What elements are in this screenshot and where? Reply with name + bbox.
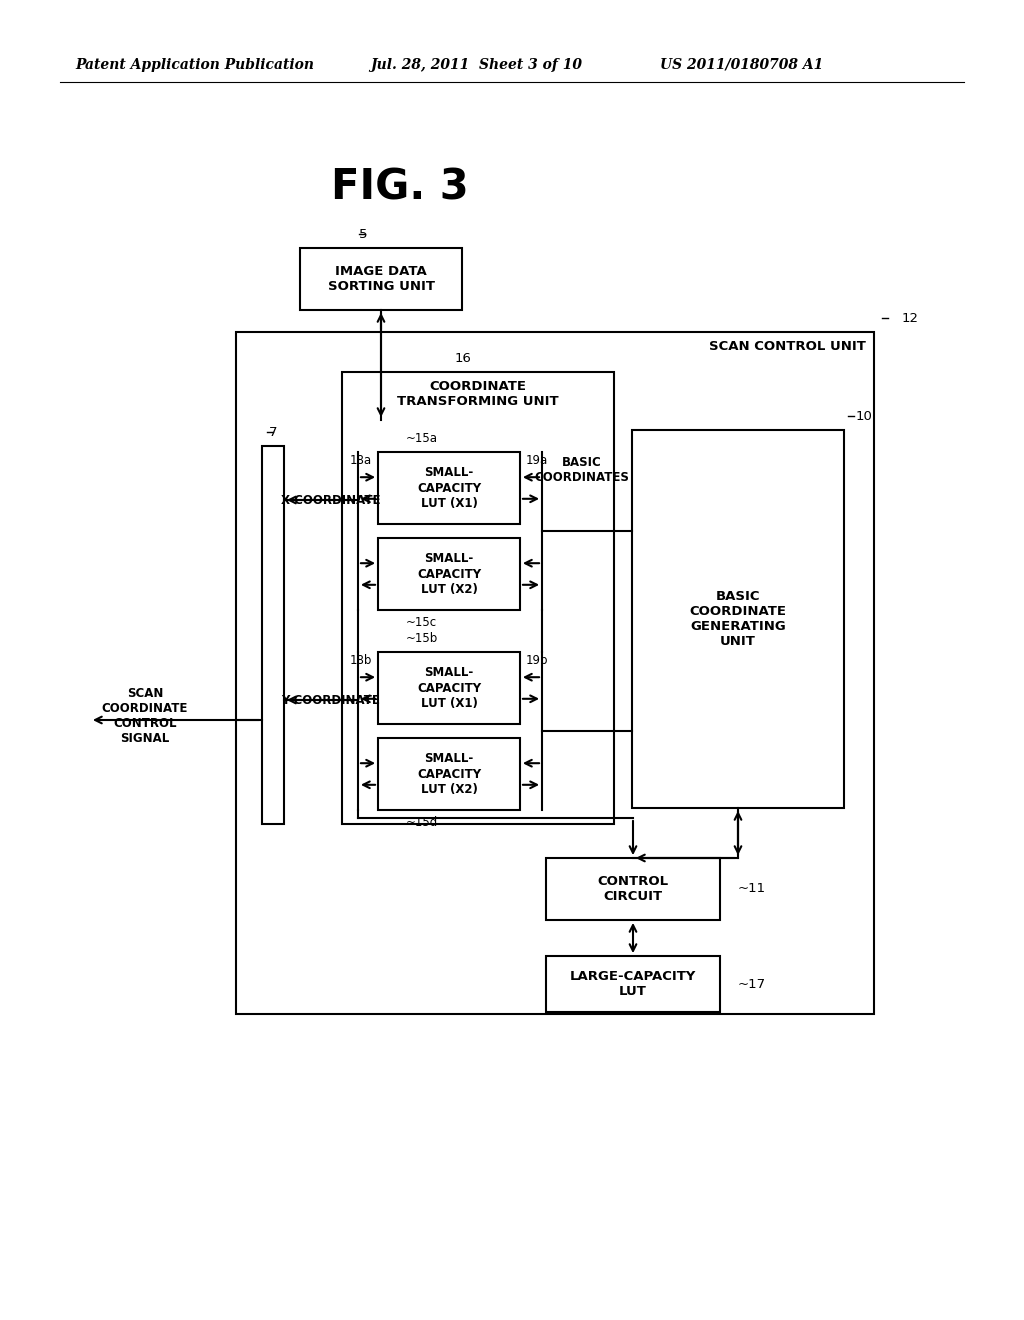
Text: 10: 10 <box>856 409 872 422</box>
Text: Y COORDINATE: Y COORDINATE <box>282 693 381 706</box>
Text: SMALL-
CAPACITY
LUT (X2): SMALL- CAPACITY LUT (X2) <box>417 752 481 796</box>
Text: 18a: 18a <box>350 454 372 466</box>
Text: 16: 16 <box>455 351 471 364</box>
Bar <box>342 372 614 824</box>
Text: Patent Application Publication: Patent Application Publication <box>75 58 314 73</box>
Text: LARGE-CAPACITY
LUT: LARGE-CAPACITY LUT <box>569 970 696 998</box>
Text: CONTROL
CIRCUIT: CONTROL CIRCUIT <box>597 875 669 903</box>
Bar <box>632 430 844 808</box>
Text: ~17: ~17 <box>738 978 766 990</box>
Text: SCAN
COORDINATE
CONTROL
SIGNAL: SCAN COORDINATE CONTROL SIGNAL <box>101 686 188 744</box>
Text: 5: 5 <box>358 227 368 240</box>
Text: IMAGE DATA
SORTING UNIT: IMAGE DATA SORTING UNIT <box>328 265 434 293</box>
Bar <box>378 451 520 524</box>
Text: BASIC
COORDINATE
GENERATING
UNIT: BASIC COORDINATE GENERATING UNIT <box>689 590 786 648</box>
Text: ~15a: ~15a <box>406 433 438 446</box>
Text: SMALL-
CAPACITY
LUT (X2): SMALL- CAPACITY LUT (X2) <box>417 553 481 595</box>
Bar <box>236 333 874 1014</box>
Text: SMALL-
CAPACITY
LUT (X1): SMALL- CAPACITY LUT (X1) <box>417 667 481 710</box>
Text: X COORDINATE: X COORDINATE <box>282 494 381 507</box>
Bar <box>378 738 520 810</box>
Text: ~15b: ~15b <box>406 632 438 645</box>
Text: 19a: 19a <box>526 454 548 466</box>
Bar <box>546 858 720 920</box>
Text: 7: 7 <box>268 425 278 438</box>
Bar <box>378 539 520 610</box>
Text: SCAN CONTROL UNIT: SCAN CONTROL UNIT <box>710 341 866 354</box>
Text: BASIC
COORDINATES: BASIC COORDINATES <box>535 455 630 484</box>
Text: SMALL-
CAPACITY
LUT (X1): SMALL- CAPACITY LUT (X1) <box>417 466 481 510</box>
Text: ~11: ~11 <box>738 883 766 895</box>
Text: 19b: 19b <box>526 653 549 667</box>
Text: 18b: 18b <box>350 653 373 667</box>
Text: ~15c: ~15c <box>406 615 437 628</box>
Text: FIG. 3: FIG. 3 <box>331 168 469 209</box>
Text: Jul. 28, 2011  Sheet 3 of 10: Jul. 28, 2011 Sheet 3 of 10 <box>370 58 582 73</box>
Bar <box>378 652 520 723</box>
Text: US 2011/0180708 A1: US 2011/0180708 A1 <box>660 58 823 73</box>
Bar <box>262 446 284 824</box>
Text: 12: 12 <box>902 312 919 325</box>
Bar <box>546 956 720 1012</box>
Text: COORDINATE
TRANSFORMING UNIT: COORDINATE TRANSFORMING UNIT <box>397 380 559 408</box>
Text: ~15d: ~15d <box>406 816 438 829</box>
Bar <box>300 248 462 310</box>
